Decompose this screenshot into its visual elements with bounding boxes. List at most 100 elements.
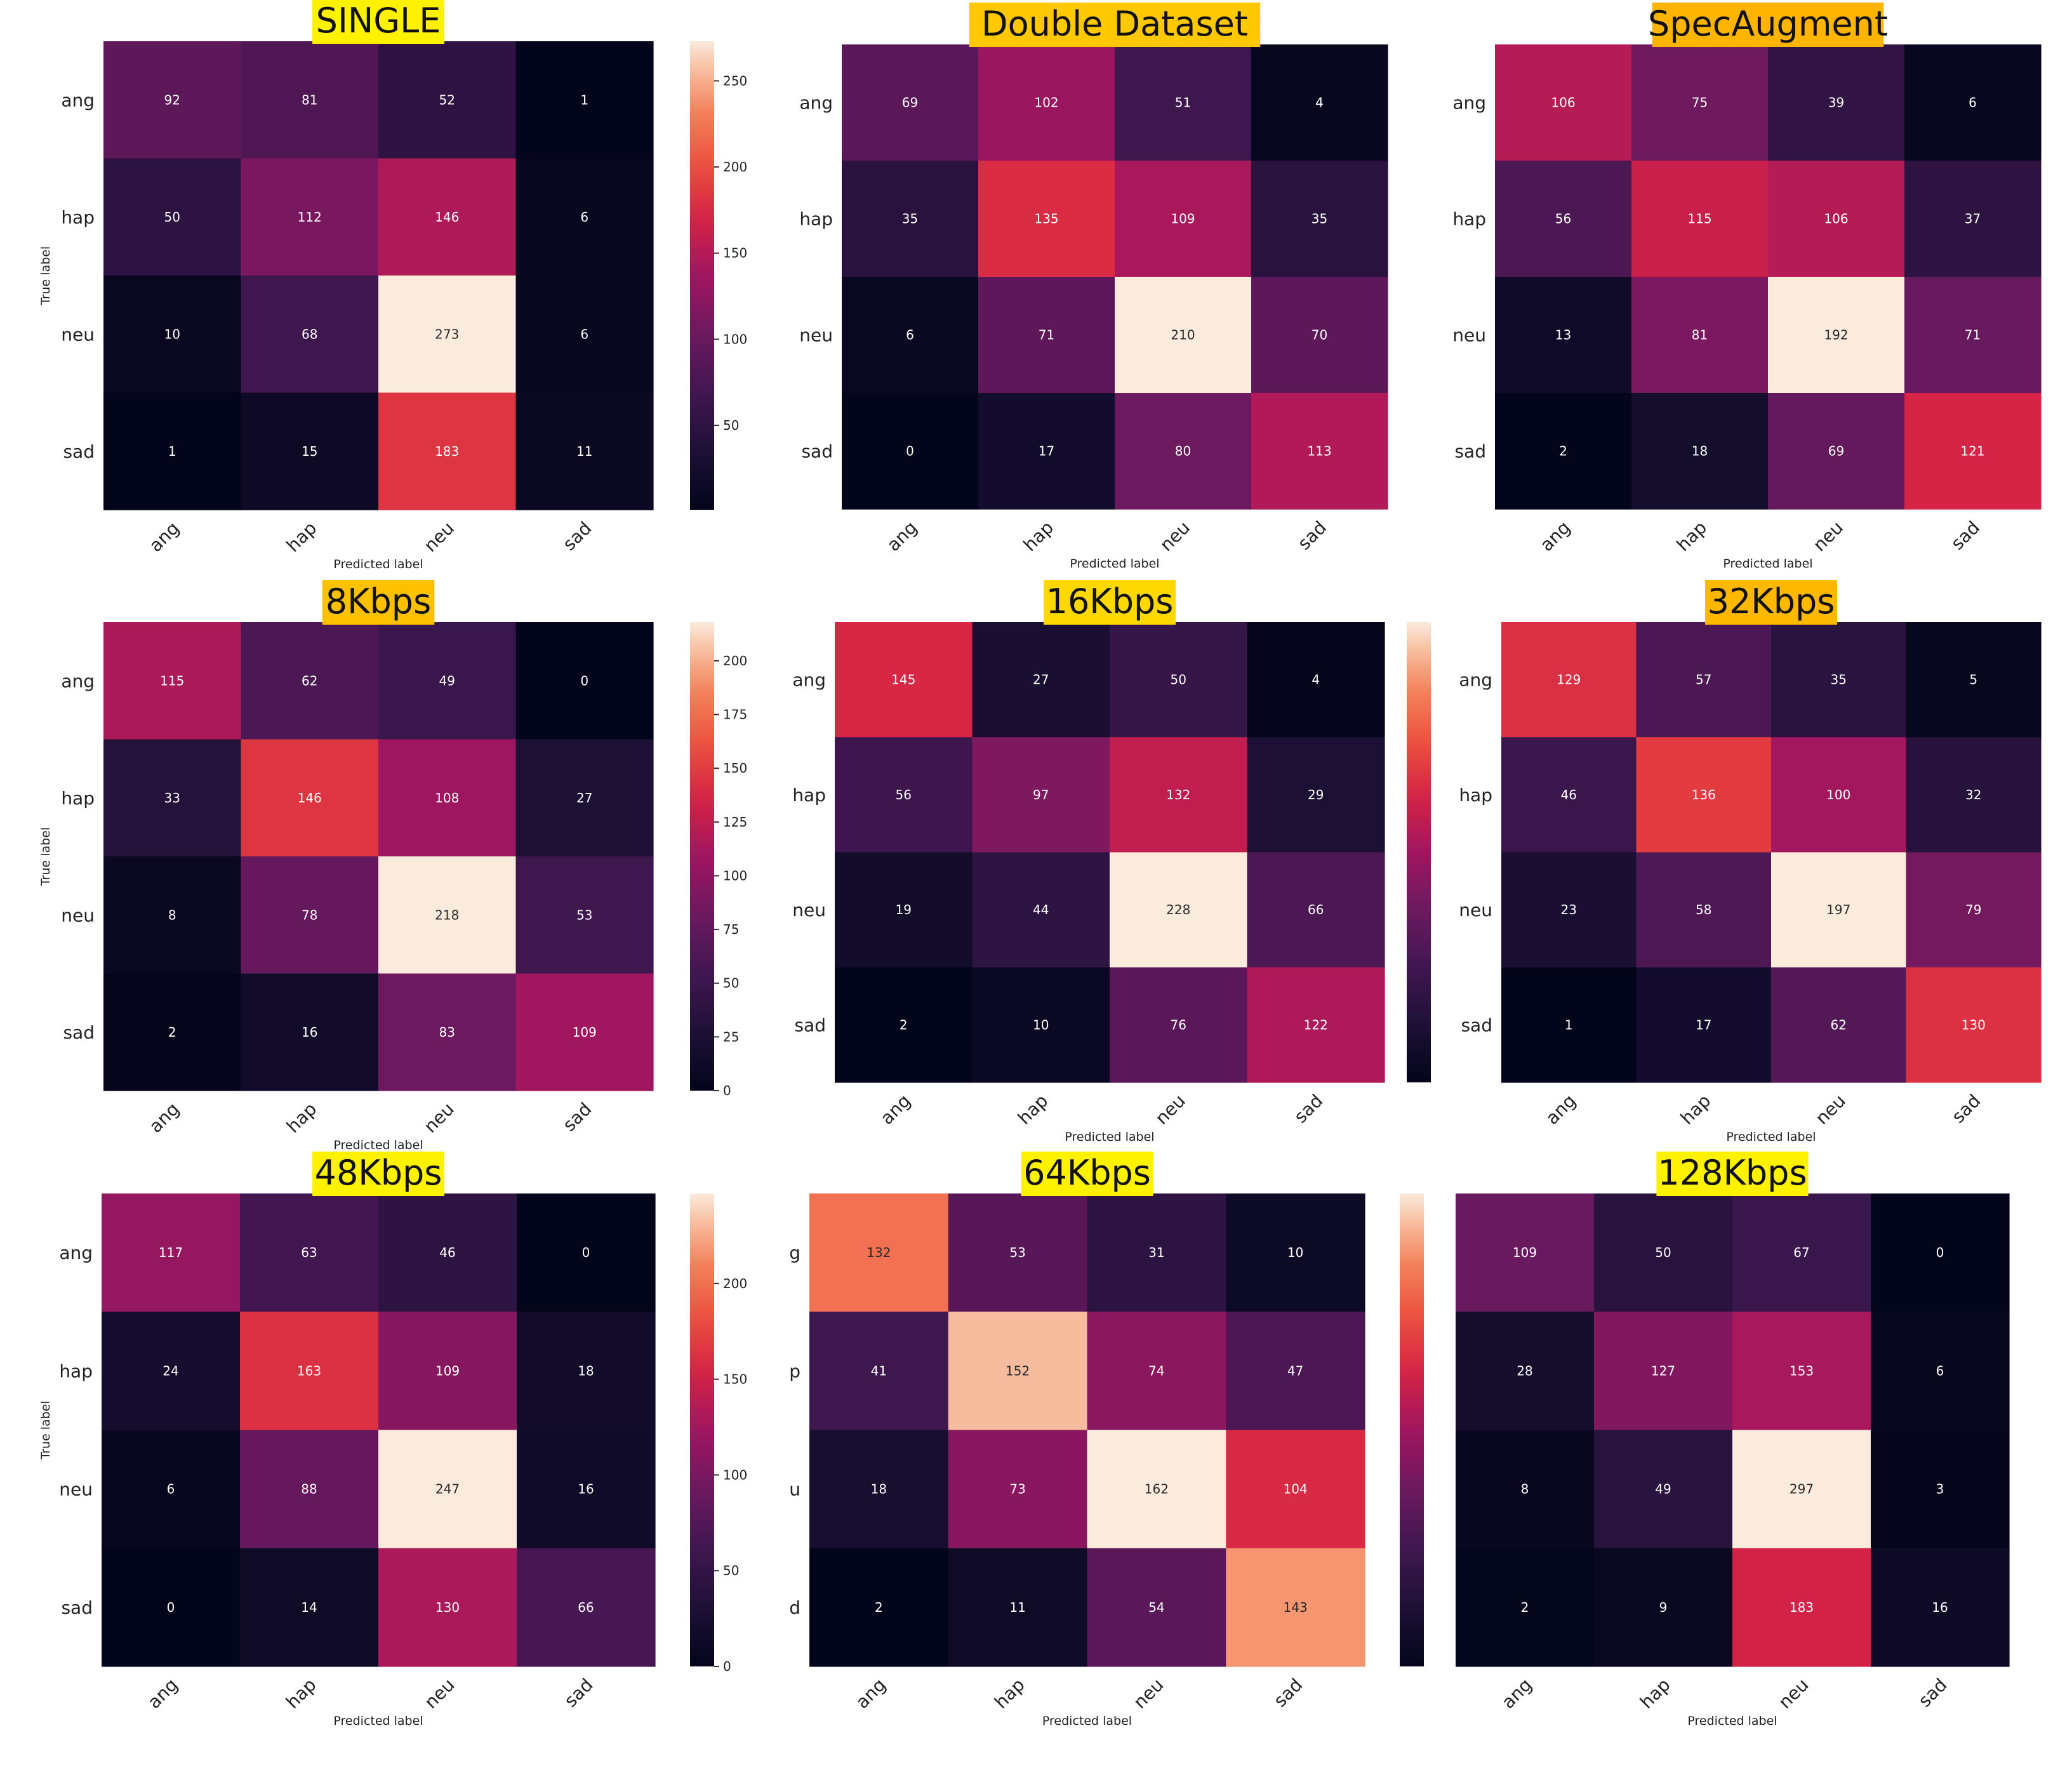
cell-value-label: 197 — [1826, 902, 1850, 917]
heatmap-cell — [378, 158, 517, 276]
y-tick-label: ang — [1459, 670, 1492, 691]
heatmap-panel-6: 129 57 35 5 46 136 100 32 23 58 197 79 1 17 62 130 ang ha… — [1459, 580, 2042, 1144]
heatmap-cell — [1456, 1193, 1595, 1312]
chart-title: SINGLE — [316, 1, 441, 41]
heatmap-cell — [103, 158, 242, 276]
cell-value-label: 121 — [1960, 444, 1984, 459]
heatmap-cell — [842, 277, 979, 394]
heatmap-cell — [1226, 1312, 1365, 1431]
cell-value-label: 192 — [1824, 328, 1848, 343]
y-tick-label: hap — [1452, 209, 1486, 230]
colorbar — [1400, 1193, 1424, 1666]
cell-value-label: 183 — [435, 444, 459, 459]
cell-value-label: 32 — [1965, 787, 1981, 802]
cell-value-label: 44 — [1033, 902, 1049, 917]
cell-value-label: 69 — [902, 95, 918, 110]
cell-value-label: 104 — [1284, 1482, 1308, 1497]
y-tick-label: ang — [799, 93, 833, 114]
cell-value-label: 31 — [1148, 1245, 1164, 1260]
x-tick-label: sad — [1947, 517, 1984, 554]
y-tick-label: hap — [1459, 785, 1492, 806]
y-tick-label: ang — [61, 90, 95, 110]
heatmap-cell — [1631, 277, 1769, 394]
title-highlight — [1705, 580, 1837, 625]
cell-value-label: 8 — [168, 907, 176, 922]
cell-value-label: 70 — [1312, 328, 1327, 343]
cell-value-label: 4 — [1315, 95, 1324, 110]
colorbar-tick-label: 0 — [723, 1659, 731, 1674]
heatmap-cell — [241, 41, 379, 159]
cell-value-label: 69 — [1828, 444, 1844, 459]
heatmap-cell — [809, 1430, 949, 1549]
cell-value-label: 18 — [578, 1363, 594, 1378]
heatmap-cell — [1501, 622, 1637, 738]
cell-value-label: 18 — [1692, 444, 1708, 459]
cell-value-label: 163 — [297, 1363, 321, 1378]
cell-value-label: 146 — [298, 790, 322, 806]
colorbar-tick-label: 150 — [723, 246, 747, 261]
heatmap-panel-5: 145 27 50 4 56 97 132 29 19 44 228 66 2 10 76 122 ang hap… — [792, 580, 1431, 1144]
x-tick-label: hap — [1014, 1090, 1053, 1129]
heatmap-cell — [948, 1430, 1088, 1549]
cell-value-label: 0 — [582, 1245, 590, 1260]
heatmap-cell — [1732, 1430, 1871, 1549]
heatmap-cell — [515, 392, 654, 510]
colorbar — [1407, 622, 1431, 1082]
cell-value-label: 56 — [896, 787, 912, 802]
cell-value-label: 127 — [1651, 1363, 1675, 1378]
y-tick-label: neu — [61, 905, 95, 926]
heatmap-cell — [517, 1312, 656, 1431]
heatmap-cell — [515, 41, 654, 159]
cell-value-label: 106 — [1551, 95, 1575, 110]
x-tick-label: ang — [145, 517, 183, 556]
y-tick-label: ang — [61, 670, 95, 691]
heatmap-cell — [1115, 161, 1252, 277]
y-tick-label: neu — [799, 325, 833, 346]
cell-value-label: 17 — [1696, 1017, 1711, 1032]
heatmap-cell — [1771, 737, 1907, 853]
cell-value-label: 66 — [1308, 902, 1324, 917]
cell-value-label: 39 — [1828, 95, 1844, 110]
x-tick-label: ang — [883, 517, 922, 555]
cell-value-label: 41 — [871, 1363, 887, 1378]
colorbar-tick-label: 150 — [723, 1372, 747, 1387]
cell-value-label: 143 — [1284, 1600, 1308, 1615]
cell-value-label: 135 — [1034, 211, 1058, 227]
cell-value-label: 117 — [159, 1245, 183, 1260]
cell-value-label: 6 — [580, 209, 588, 225]
y-axis-label: True label — [39, 1400, 53, 1459]
chart-title: SpecAugment — [1648, 4, 1888, 44]
cell-value-label: 297 — [1790, 1482, 1814, 1497]
cell-value-label: 130 — [1962, 1017, 1986, 1032]
heatmap-cell — [1226, 1193, 1365, 1312]
x-axis-label: Predicted label — [1726, 1130, 1816, 1144]
heatmap-cell — [517, 1548, 656, 1667]
x-axis-label: Predicted label — [1042, 1714, 1132, 1728]
cell-value-label: 8 — [1521, 1482, 1529, 1497]
cell-value-label: 108 — [435, 790, 459, 806]
heatmap-cell — [1087, 1430, 1226, 1549]
chart-title: 8Kbps — [326, 582, 431, 621]
cell-value-label: 6 — [1969, 95, 1977, 110]
heatmap-cell — [515, 276, 654, 394]
x-tick-label: hap — [1677, 1090, 1715, 1129]
cell-value-label: 58 — [1696, 902, 1711, 917]
cell-value-label: 74 — [1148, 1363, 1164, 1378]
heatmap-cell — [1771, 967, 1907, 1083]
cell-value-label: 67 — [1793, 1245, 1809, 1260]
heatmap-cell — [809, 1548, 949, 1667]
heatmap-cell — [1904, 393, 2042, 510]
cell-value-label: 81 — [302, 92, 317, 107]
cell-value-label: 0 — [1936, 1245, 1944, 1260]
cell-value-label: 53 — [576, 907, 592, 922]
x-tick-label: neu — [1151, 1090, 1190, 1129]
cell-value-label: 53 — [1009, 1245, 1025, 1260]
heatmap-cell — [1904, 277, 2042, 394]
heatmap-cell — [103, 856, 242, 974]
cell-value-label: 146 — [435, 209, 459, 225]
cell-value-label: 2 — [168, 1025, 176, 1040]
cell-value-label: 73 — [1009, 1482, 1025, 1497]
cell-value-label: 109 — [573, 1025, 597, 1040]
cell-value-label: 136 — [1692, 787, 1716, 802]
heatmap-cell — [1087, 1548, 1226, 1667]
